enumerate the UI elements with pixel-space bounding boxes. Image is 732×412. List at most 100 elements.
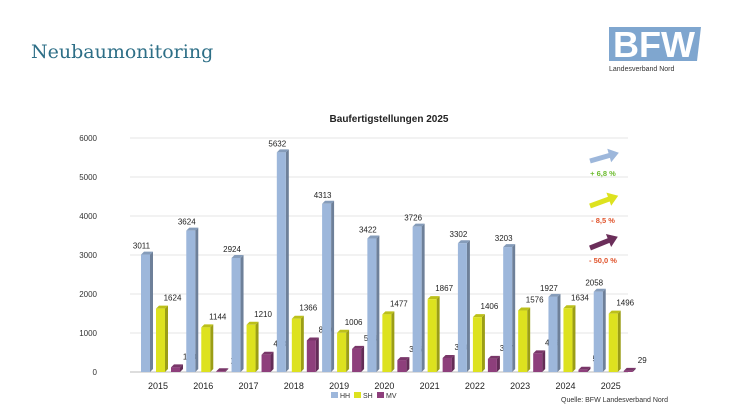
bar-side-MV: [315, 337, 319, 372]
bar-MV-2025: [623, 370, 633, 372]
data-label-SH: 1366: [299, 304, 317, 313]
bar-side-MV: [406, 357, 410, 372]
bar-top-MV: [442, 354, 455, 358]
bar-side-MV: [180, 364, 183, 372]
trend-label-HH: + 6,8 %: [590, 169, 616, 178]
bar-side-MV: [587, 366, 591, 372]
bar-MV-2015: [171, 367, 180, 372]
data-label-HH: 3203: [495, 234, 513, 243]
bar-top-MV: [306, 337, 319, 341]
bar-SH-2020: [382, 314, 392, 372]
bar-top-MV: [578, 366, 591, 370]
bar-HH-2023: [503, 247, 513, 372]
bar-MV-2021: [442, 357, 452, 372]
bar-side-HH: [331, 200, 335, 372]
bar-side-HH: [466, 240, 470, 372]
x-tick-label: 2017: [239, 381, 259, 391]
bar-MV-2020: [397, 360, 407, 372]
y-tick-label: 5000: [79, 173, 97, 182]
data-label-HH: 1927: [540, 284, 558, 293]
data-label-SH: 1210: [254, 310, 272, 319]
bar-side-SH: [346, 329, 350, 372]
bar-HH-2021: [412, 226, 422, 372]
bar-top-HH: [231, 254, 244, 258]
bfw-logo: BFW: [609, 27, 701, 63]
trend-arrow-SH: [589, 192, 619, 209]
bar-top-SH: [608, 310, 621, 314]
legend-label-HH: HH: [340, 393, 350, 400]
bar-top-SH: [563, 305, 576, 309]
bar-top-HH: [593, 288, 606, 292]
bar-top-SH: [337, 329, 350, 333]
legend-label-SH: SH: [363, 393, 373, 400]
page-title: Neubaumonitoring: [31, 41, 214, 63]
x-tick-label: 2022: [465, 381, 485, 391]
bar-top-HH: [412, 223, 425, 227]
y-tick-label: 3000: [79, 251, 97, 260]
data-label-HH: 3302: [450, 230, 468, 239]
bar-SH-2025: [608, 313, 618, 372]
bar-side-HH: [240, 254, 244, 372]
trend-arrow-MV: [589, 234, 618, 251]
data-label-SH: 1576: [526, 296, 544, 305]
bar-side-SH: [391, 311, 395, 372]
bar-side-SH: [255, 321, 259, 372]
y-tick-label: 4000: [79, 212, 97, 221]
bar-top-MV: [533, 350, 546, 354]
y-tick-label: 0: [93, 368, 98, 377]
data-label-MV: 29: [638, 356, 647, 365]
logo-subtitle: Landesverband Nord: [609, 66, 675, 73]
bar-top-HH: [367, 235, 380, 239]
bar-top-HH: [141, 251, 153, 255]
bar-SH-2017: [246, 324, 256, 372]
bar-side-HH: [557, 293, 561, 372]
bar-side-HH: [376, 235, 380, 372]
bar-side-MV: [270, 351, 274, 372]
bar-SH-2018: [291, 318, 301, 372]
bar-SH-2015: [156, 308, 165, 372]
bar-SH-2021: [427, 299, 437, 372]
bar-top-SH: [246, 321, 259, 325]
trend-arrow-HH: [589, 148, 619, 164]
bar-side-HH: [512, 244, 516, 372]
bar-MV-2024: [578, 369, 588, 372]
bar-top-MV: [397, 357, 410, 361]
data-label-HH: 3726: [404, 214, 422, 223]
data-label-SH: 1144: [209, 312, 227, 321]
bar-SH-2023: [518, 310, 528, 372]
bar-top-MV: [261, 351, 274, 355]
legend-swatch-HH: [331, 392, 338, 398]
x-tick-label: 2015: [148, 381, 168, 391]
bar-top-MV: [623, 367, 636, 371]
bar-MV-2018: [306, 340, 316, 372]
bar-MV-2019: [352, 348, 362, 372]
data-label-HH: 3011: [133, 242, 151, 251]
bar-top-HH: [503, 244, 516, 248]
bar-side-SH: [300, 315, 304, 372]
bar-MV-2023: [533, 353, 543, 372]
data-label-SH: 1624: [164, 294, 182, 303]
data-label-HH: 2924: [223, 245, 241, 254]
bar-HH-2024: [548, 296, 558, 372]
bar-SH-2022: [472, 317, 482, 372]
x-tick-label: 2016: [193, 381, 213, 391]
bar-side-SH: [617, 310, 621, 372]
logo-lettering: BFW: [613, 27, 695, 63]
bar-top-SH: [156, 305, 168, 309]
y-tick-label: 1000: [79, 329, 97, 338]
bar-side-HH: [285, 149, 289, 372]
bar-HH-2022: [457, 243, 467, 372]
x-tick-label: 2020: [374, 381, 394, 391]
bar-side-SH: [572, 305, 576, 372]
data-label-SH: 1006: [345, 318, 363, 327]
bar-top-SH: [201, 324, 214, 328]
bar-top-HH: [276, 149, 289, 153]
legend-swatch-SH: [354, 392, 361, 398]
legend-swatch-MV: [377, 392, 384, 398]
bar-side-SH: [165, 305, 168, 372]
bar-side-MV: [632, 367, 636, 372]
bar-HH-2025: [593, 291, 603, 372]
bar-top-SH: [291, 315, 304, 319]
data-label-SH: 1867: [435, 284, 453, 293]
